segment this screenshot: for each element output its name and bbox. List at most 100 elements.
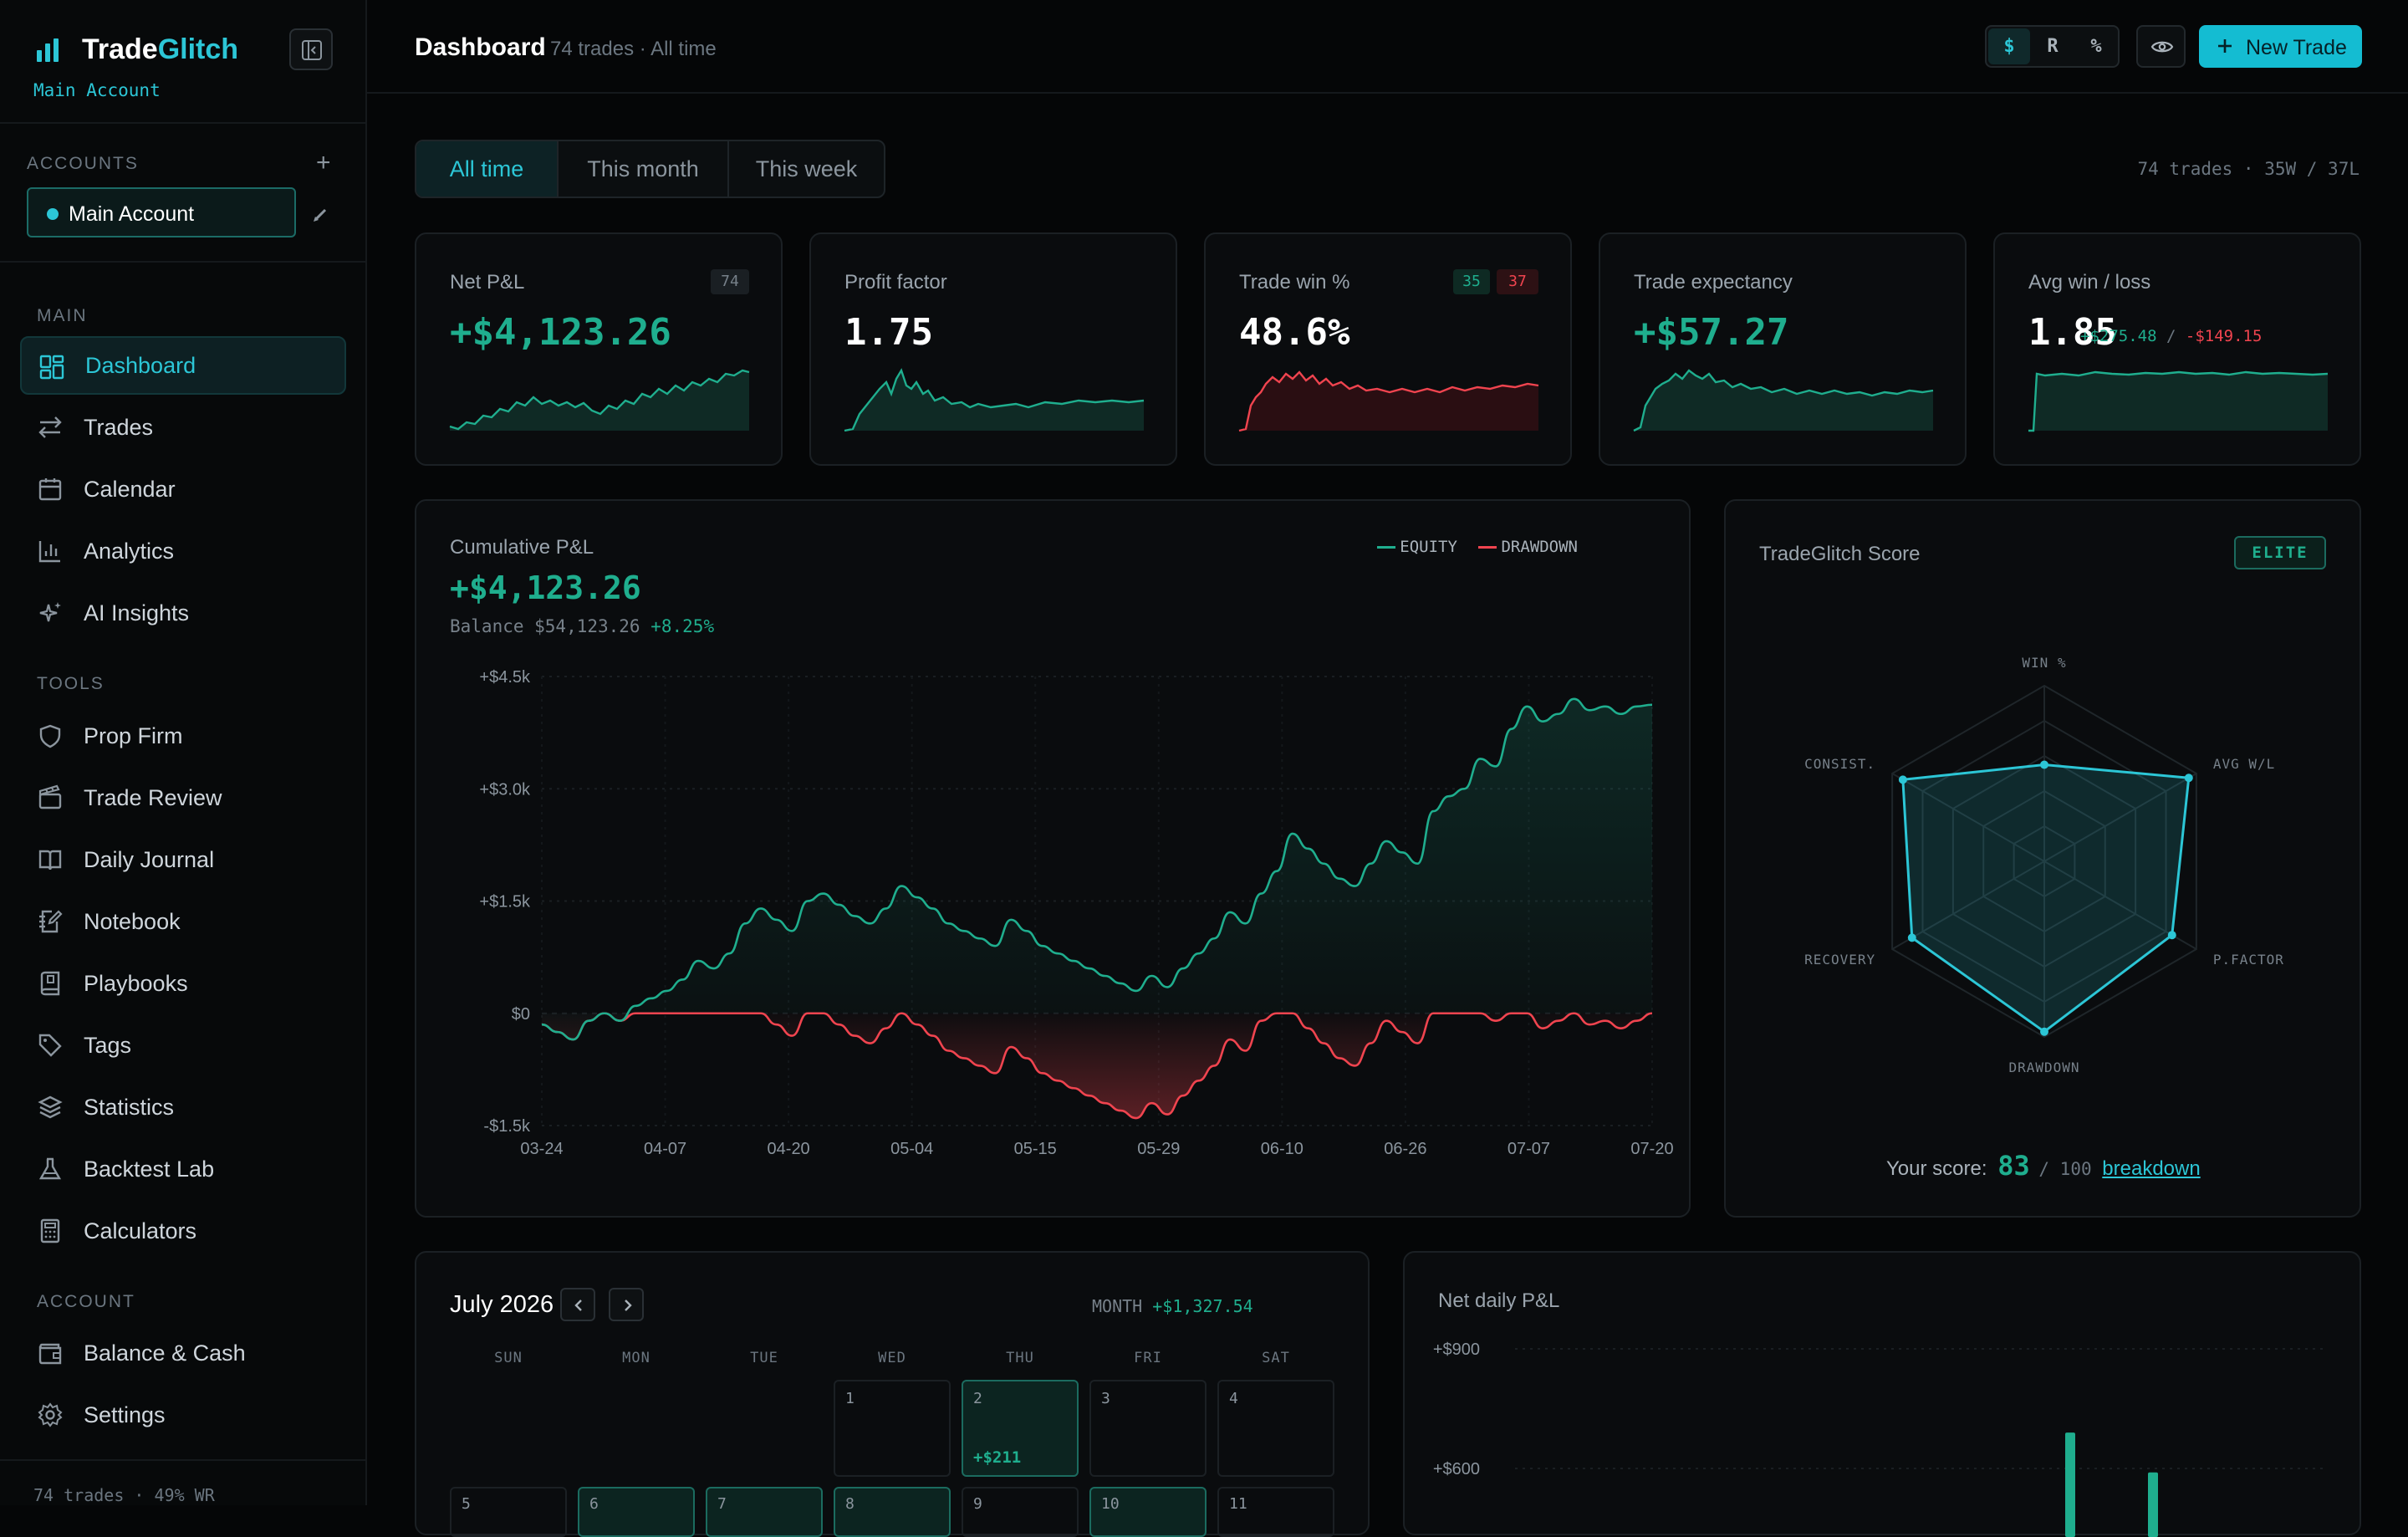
sidebar-item-daily-journal[interactable]: Daily Journal [20,830,346,889]
book-icon [40,971,60,996]
score-card: TradeGlitch Score ELITE WIN % AVG W/L P.FA… [1724,499,2361,1218]
next-month-button[interactable] [609,1288,644,1321]
divider [0,1459,367,1461]
net-daily-pnl-card: Net daily P&L +$900 +$600 [1403,1251,2361,1537]
calendar-day[interactable]: 3 [1089,1380,1207,1477]
sidebar-item-label: Trade Review [84,784,222,810]
sidebar-item-analytics[interactable]: Analytics [20,522,346,580]
app-name-left: Trade [82,33,158,65]
unit-dollar-button[interactable]: $ [1988,28,2030,64]
panel-collapse-icon [302,40,322,60]
calendar-day-win[interactable]: 2 +$211 [962,1380,1079,1477]
sidebar-item-settings[interactable]: Settings [20,1386,346,1444]
collapse-sidebar-button[interactable] [289,28,333,70]
weekday-header: SUN MON TUE WED THU FRI SAT [450,1350,1339,1370]
sidebar-item-dashboard[interactable]: Dashboard [20,336,346,395]
radar-axis-label: P.FACTOR [2213,952,2284,968]
y-tick-label: +$1.5k [479,893,531,911]
sidebar-item-ai-insights[interactable]: AI Insights [20,584,346,642]
sidebar-item-prop-firm[interactable]: Prop Firm [20,707,346,765]
radar-point [2184,774,2193,783]
trades-summary: 74 trades · 35W / 37L [2137,159,2360,179]
add-account-icon[interactable]: + [316,149,331,176]
balance-label: Balance $54,123.26 [450,616,640,636]
prev-month-button[interactable] [560,1288,595,1321]
calendar-day[interactable]: 1 [834,1380,951,1477]
stat-title: Trade expectancy [1634,271,1793,294]
new-trade-label: New Trade [2246,36,2347,59]
calendar-day[interactable]: 4 [1217,1380,1334,1477]
stat-title: Trade win % [1239,271,1350,294]
win-count-badge: 35 [1453,269,1490,294]
calendar-day-win[interactable]: 6 [578,1487,695,1537]
calendar-day-win[interactable]: 7 [706,1487,823,1537]
x-tick-label: 05-29 [1137,1140,1180,1158]
y-tick-label: +$4.5k [479,668,531,687]
sidebar-item-trades[interactable]: Trades [20,398,346,457]
day-number: 11 [1229,1495,1247,1513]
profit-factor-sparkline [844,368,1145,432]
main-content: Dashboard 74 trades · All time $ R % New… [367,0,2408,1537]
calendar-day[interactable]: 9 [962,1487,1079,1537]
x-tick-label: 07-20 [1630,1140,1673,1158]
net-pnl-sparkline [449,369,750,431]
clapperboard-icon [38,784,62,809]
sidebar-item-label: Settings [84,1402,166,1427]
sidebar-item-label: Prop Firm [84,723,183,748]
divider [0,122,367,124]
app-logo-icon [37,38,59,62]
sidebar-item-calendar[interactable]: Calendar [20,460,346,518]
radar-spoke [1891,773,2045,862]
drawdown-area [542,1013,1652,1119]
gear-icon [38,1402,63,1427]
score-value: 83 [1997,1150,2030,1182]
avg-win-value: +$275.48 [2080,327,2157,345]
unit-toggle: $ R % [1985,25,2120,68]
calendar-day[interactable]: 11 [1217,1487,1334,1537]
day-number: 2 [973,1390,982,1407]
sidebar-item-backtest-lab[interactable]: Backtest Lab [20,1140,346,1198]
sidebar-item-trade-review[interactable]: Trade Review [20,768,346,827]
account-section-title: ACCOUNT [37,1292,135,1311]
cumulative-pnl-card: Cumulative P&L +$4,123.26 Balance $54,12… [415,499,1691,1218]
account-item-label: Main Account [69,202,195,226]
cumulative-value: +$4,123.26 [450,569,641,606]
sidebar-item-label: Dashboard [85,352,196,378]
x-tick-label: 05-15 [1014,1140,1057,1158]
avg-win-loss-sparkline [2028,370,2329,432]
sidebar-item-statistics[interactable]: Statistics [20,1078,346,1136]
sidebar-item-label: Playbooks [84,970,188,996]
sidebar-item-tags[interactable]: Tags [20,1016,346,1075]
tab-this-week[interactable]: This week [755,156,858,181]
accounts-section-title: ACCOUNTS [27,154,139,173]
score-label: Your score: [1886,1157,1987,1180]
unit-percent-button[interactable]: % [2090,36,2102,57]
score-breakdown-link[interactable]: breakdown [2102,1157,2201,1180]
plus-icon [2218,39,2232,53]
new-trade-button[interactable]: New Trade [2199,25,2362,68]
tab-all-time[interactable]: All time [416,141,557,197]
legend-equity-label: EQUITY [1400,538,1457,556]
account-item-main[interactable]: Main Account [27,187,296,237]
score-max: / 100 [2038,1159,2092,1179]
calendar-day-win[interactable]: 8 [834,1487,951,1537]
sidebar-item-balance-cash[interactable]: Balance & Cash [20,1324,346,1382]
stat-value: 1.85 [2028,311,2117,354]
sidebar-item-label: Analytics [84,538,175,564]
sidebar-item-calculators[interactable]: Calculators [20,1202,346,1260]
sidebar-item-label: AI Insights [84,600,190,626]
calendar-day-win[interactable]: 10 [1089,1487,1207,1537]
unit-r-button[interactable]: R [2047,36,2059,57]
month-label: MONTH [1092,1296,1143,1316]
trade-count-badge: 74 [711,269,749,294]
book-open-icon [38,850,62,871]
sidebar-item-notebook[interactable]: Notebook [20,892,346,951]
privacy-toggle-button[interactable] [2136,25,2186,68]
sidebar-item-playbooks[interactable]: Playbooks [20,954,346,1013]
edit-pencil-icon[interactable] [313,206,329,222]
calendar-day[interactable]: 5 [450,1487,567,1537]
chart-title: Net daily P&L [1438,1289,1560,1312]
chart-legend: EQUITY DRAWDOWN [1377,538,1578,557]
time-filter-tabs: All time This month This week [415,140,885,198]
tab-this-month[interactable]: This month [587,156,699,181]
